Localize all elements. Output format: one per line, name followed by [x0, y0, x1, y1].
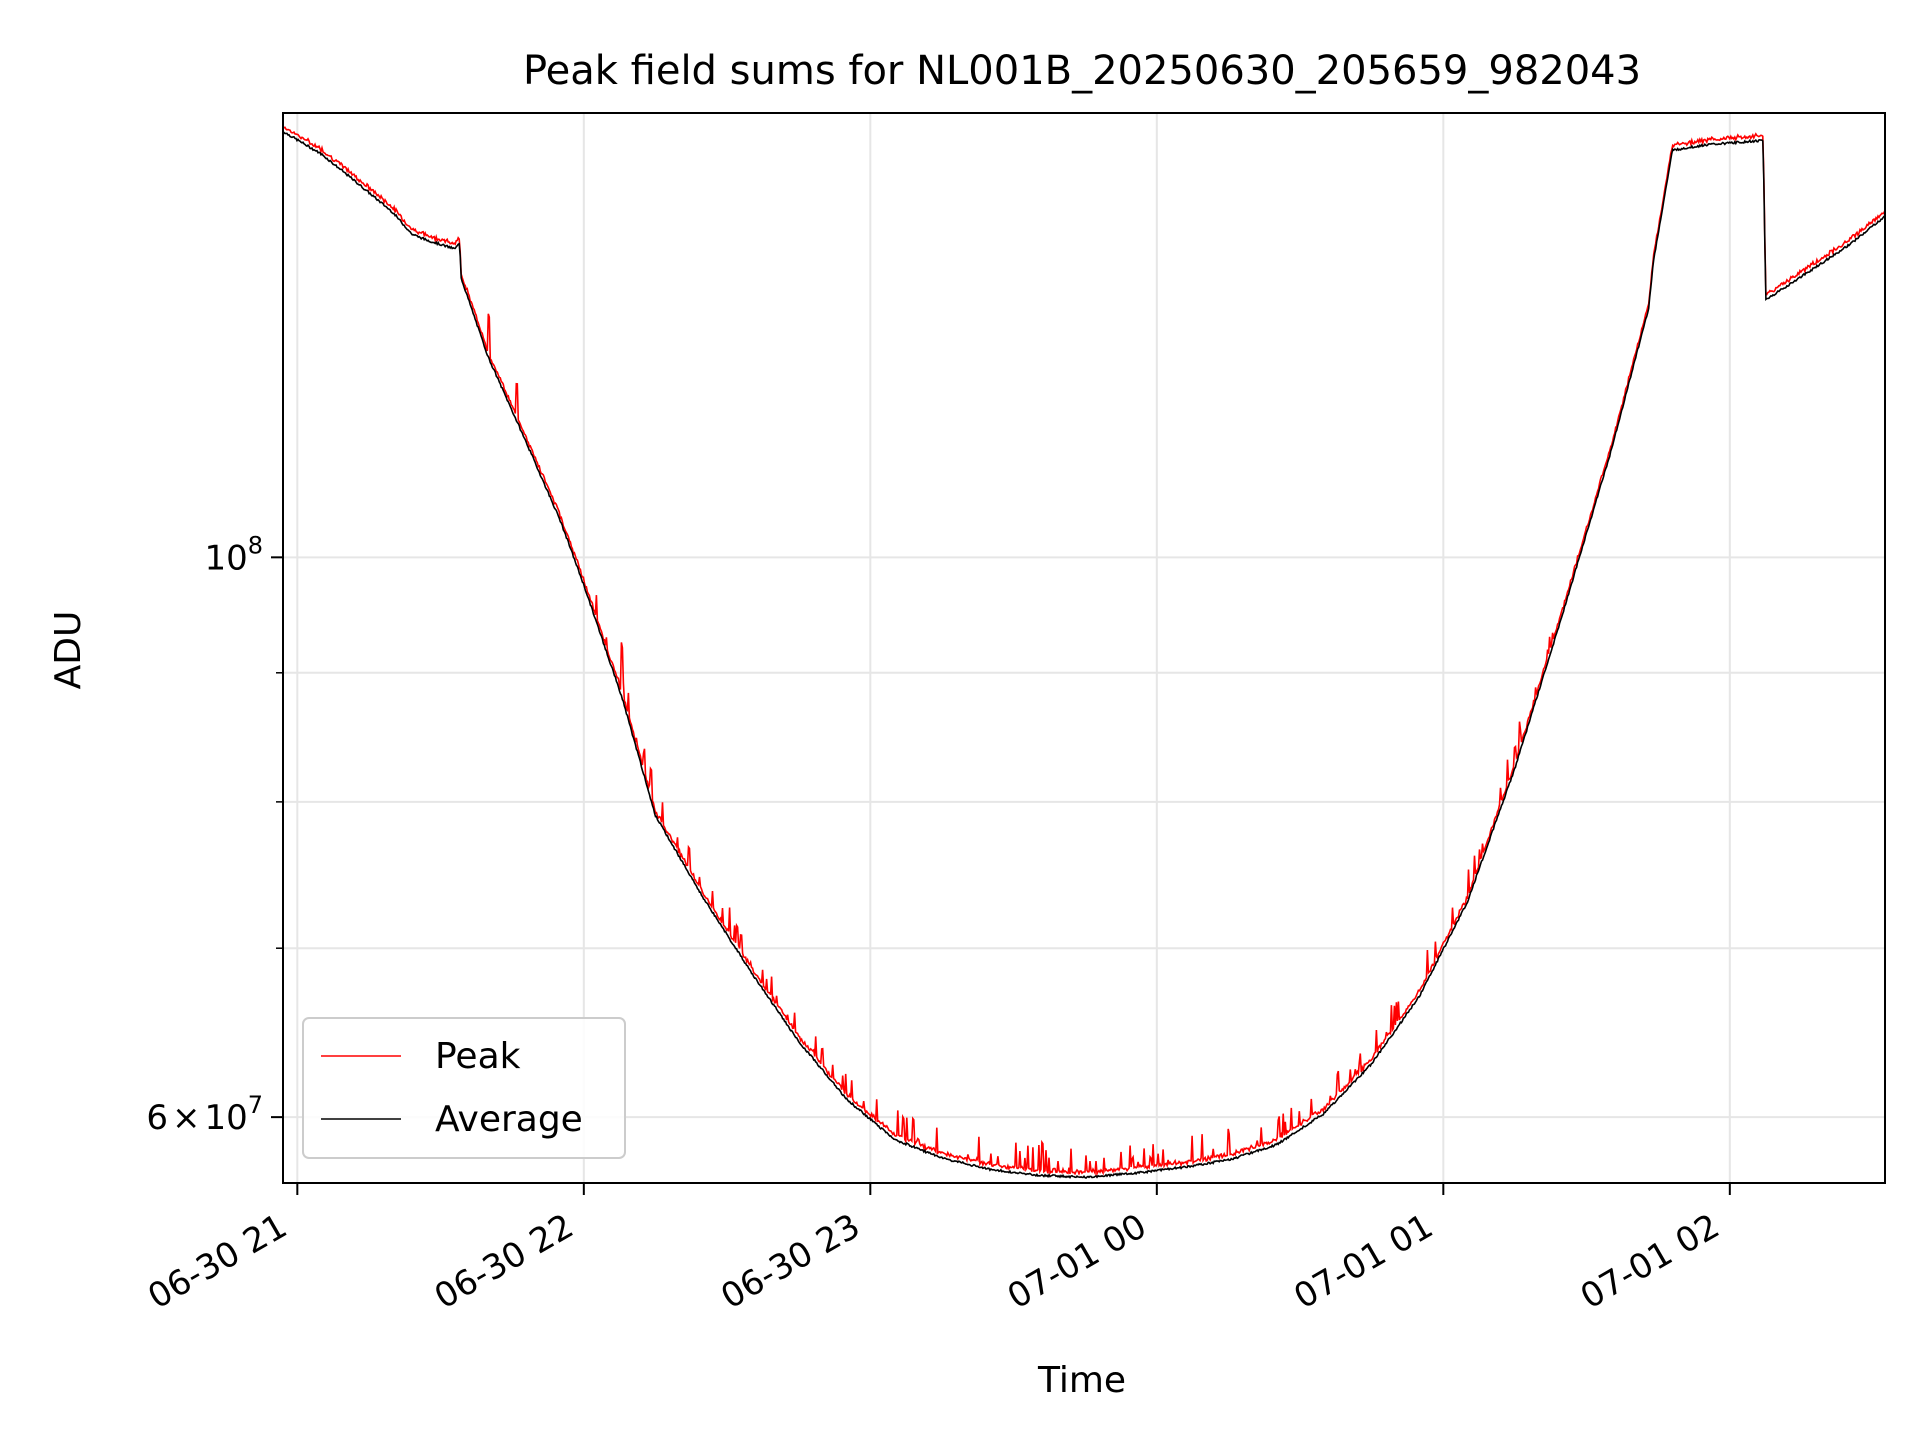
grid: [283, 113, 1885, 1183]
y-tick-exponent: 7: [248, 1091, 263, 1119]
plot-frame: [282, 112, 1886, 1184]
series-line-peak: [283, 125, 1885, 1177]
y-axis-label: ADU: [48, 611, 89, 690]
y-tick-base: 10: [204, 538, 247, 578]
y-tick-mantissa: 6: [146, 1098, 168, 1138]
x-axis-label: Time: [1037, 1360, 1126, 1401]
legend-box: [302, 1017, 626, 1159]
y-tick-label: 108: [204, 531, 263, 578]
y-tick-exponent: 8: [248, 531, 263, 559]
series-line-average: [283, 130, 1885, 1180]
y-tick-base: 10: [204, 1098, 247, 1138]
series-lines: [283, 125, 1885, 1180]
y-tick-label: 6 × 107: [146, 1091, 263, 1138]
chart-title: Peak field sums for NL001B_20250630_2056…: [523, 48, 1641, 94]
legend: Peak Average: [302, 1017, 626, 1159]
legend-label-peak: Peak: [435, 1036, 521, 1077]
legend-label-average: Average: [435, 1099, 583, 1140]
y-tick-times: ×: [172, 1098, 201, 1138]
